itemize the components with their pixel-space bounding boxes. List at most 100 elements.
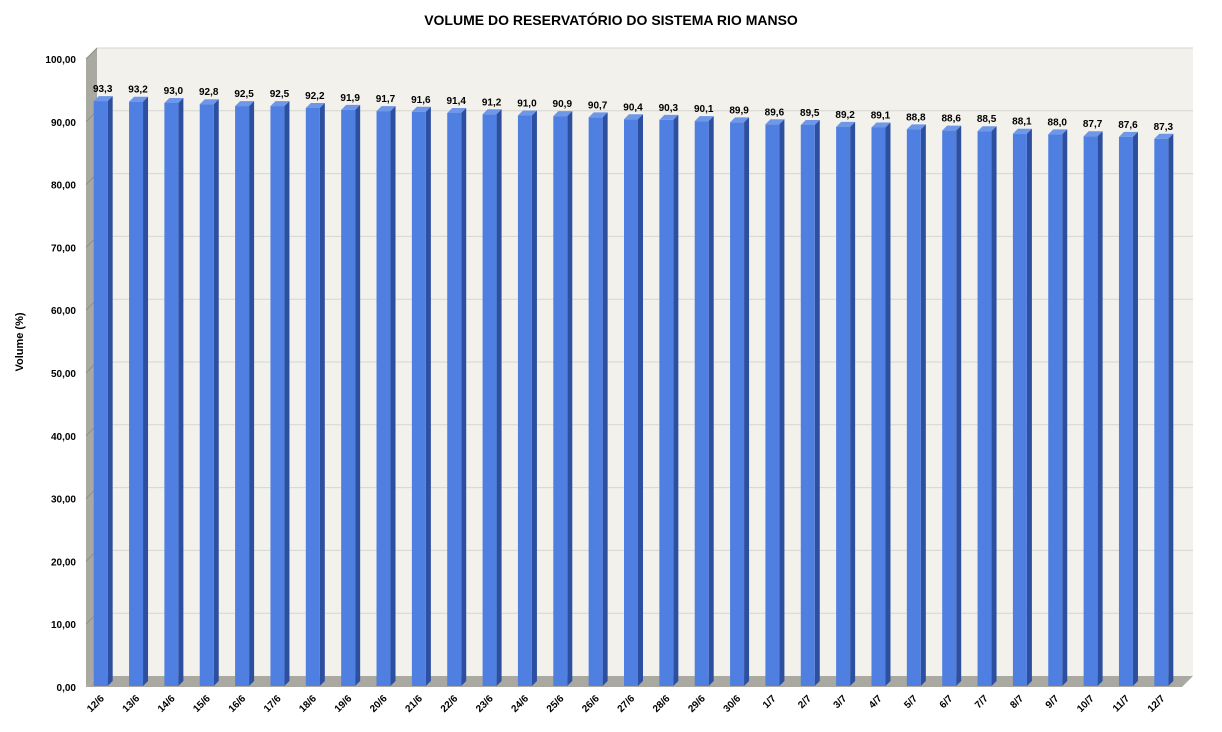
gridline-side bbox=[85, 47, 98, 60]
x-tick-label: 16/6 bbox=[227, 693, 249, 715]
x-tick-label: 17/6 bbox=[262, 693, 284, 715]
x-tick-label: 2/7 bbox=[796, 693, 814, 711]
bar bbox=[624, 119, 638, 686]
y-tick-label: 100,00 bbox=[45, 55, 76, 66]
data-label: 91,9 bbox=[340, 93, 360, 104]
bar bbox=[906, 129, 921, 686]
data-label: 93,3 bbox=[93, 84, 113, 95]
bar-top bbox=[800, 119, 820, 125]
bar bbox=[765, 124, 780, 686]
bar bbox=[341, 109, 356, 687]
bar-top bbox=[553, 111, 573, 117]
bar bbox=[1012, 133, 1027, 686]
x-tick-label: 6/7 bbox=[938, 693, 956, 711]
bar-side bbox=[319, 102, 325, 686]
x-tick-label: 22/6 bbox=[439, 693, 461, 715]
bar bbox=[411, 111, 426, 686]
bar bbox=[270, 106, 285, 687]
y-tick-label: 90,00 bbox=[51, 118, 76, 129]
bar bbox=[235, 106, 250, 687]
data-label: 92,5 bbox=[270, 89, 290, 100]
bar-top bbox=[694, 116, 714, 122]
x-tick-label: 3/7 bbox=[832, 693, 850, 711]
bar-side bbox=[496, 109, 502, 687]
bar-top bbox=[871, 122, 891, 128]
bar-top bbox=[1012, 128, 1032, 134]
bar-side bbox=[355, 104, 361, 687]
data-label: 90,1 bbox=[694, 104, 714, 115]
bar-top bbox=[942, 125, 962, 131]
bar-top bbox=[1083, 131, 1103, 137]
bar-side bbox=[1132, 131, 1138, 686]
bar bbox=[836, 126, 851, 687]
x-tick-label: 9/7 bbox=[1044, 693, 1062, 711]
data-label: 92,8 bbox=[199, 87, 219, 98]
bar-top bbox=[376, 106, 396, 112]
bar bbox=[694, 121, 709, 686]
bar-top bbox=[765, 119, 785, 125]
data-label: 87,6 bbox=[1118, 120, 1138, 131]
bar-side bbox=[1062, 129, 1068, 687]
x-tick-label: 29/6 bbox=[686, 693, 708, 715]
bar bbox=[1154, 138, 1169, 687]
data-label: 89,6 bbox=[765, 107, 785, 118]
data-label: 89,9 bbox=[729, 105, 749, 116]
bar bbox=[871, 127, 886, 686]
x-tick-label: 12/7 bbox=[1146, 693, 1168, 715]
bar-side bbox=[920, 124, 926, 686]
bar-side bbox=[850, 121, 856, 687]
bar bbox=[1083, 136, 1098, 686]
bar-side bbox=[249, 101, 255, 687]
bar bbox=[199, 104, 214, 686]
bar bbox=[659, 119, 674, 686]
bar-side bbox=[107, 96, 113, 687]
bar-side bbox=[1097, 131, 1103, 686]
bar-side bbox=[284, 101, 290, 687]
bar-top bbox=[164, 97, 184, 103]
bar-top bbox=[836, 121, 856, 127]
data-label: 91,0 bbox=[517, 99, 537, 110]
bar-side bbox=[143, 96, 149, 687]
x-tick-label: 30/6 bbox=[722, 693, 744, 715]
x-tick-label: 12/6 bbox=[85, 693, 107, 715]
bar bbox=[730, 122, 745, 687]
y-tick-label: 60,00 bbox=[51, 306, 76, 317]
data-label: 88,5 bbox=[977, 114, 997, 125]
x-tick-label: 10/7 bbox=[1075, 693, 1097, 715]
bar-top bbox=[624, 114, 643, 120]
data-label: 89,1 bbox=[871, 110, 891, 121]
bar-side bbox=[744, 117, 750, 687]
bar-top bbox=[411, 106, 431, 112]
bar-top bbox=[1154, 133, 1174, 139]
bar bbox=[129, 101, 144, 687]
bar-side bbox=[602, 112, 608, 687]
y-tick-label: 30,00 bbox=[51, 495, 76, 506]
bar-side bbox=[567, 111, 573, 686]
data-label: 93,2 bbox=[128, 85, 148, 96]
x-tick-label: 11/7 bbox=[1111, 693, 1132, 714]
bar bbox=[1048, 134, 1063, 687]
data-label: 91,7 bbox=[376, 94, 396, 105]
bar-side bbox=[991, 126, 997, 687]
x-tick-label: 7/7 bbox=[973, 693, 991, 711]
bar-top bbox=[93, 96, 113, 102]
bar bbox=[553, 116, 568, 686]
bar-top bbox=[341, 104, 361, 110]
data-label: 87,3 bbox=[1154, 122, 1174, 133]
x-tick-label: 20/6 bbox=[368, 693, 390, 715]
bar-side bbox=[1168, 133, 1174, 687]
data-label: 88,0 bbox=[1048, 117, 1068, 128]
bar-top bbox=[730, 117, 750, 123]
data-label: 91,2 bbox=[482, 97, 502, 108]
data-label: 93,0 bbox=[164, 86, 184, 97]
bar-top bbox=[482, 109, 502, 115]
bar-side bbox=[425, 106, 431, 686]
y-tick-label: 70,00 bbox=[51, 243, 76, 254]
x-tick-label: 19/6 bbox=[333, 693, 355, 715]
bar-side bbox=[708, 116, 714, 686]
chart-title: VOLUME DO RESERVATÓRIO DO SISTEMA RIO MA… bbox=[424, 12, 798, 28]
data-label: 89,2 bbox=[835, 110, 855, 121]
data-label: 88,8 bbox=[906, 112, 926, 123]
bar bbox=[588, 117, 603, 687]
